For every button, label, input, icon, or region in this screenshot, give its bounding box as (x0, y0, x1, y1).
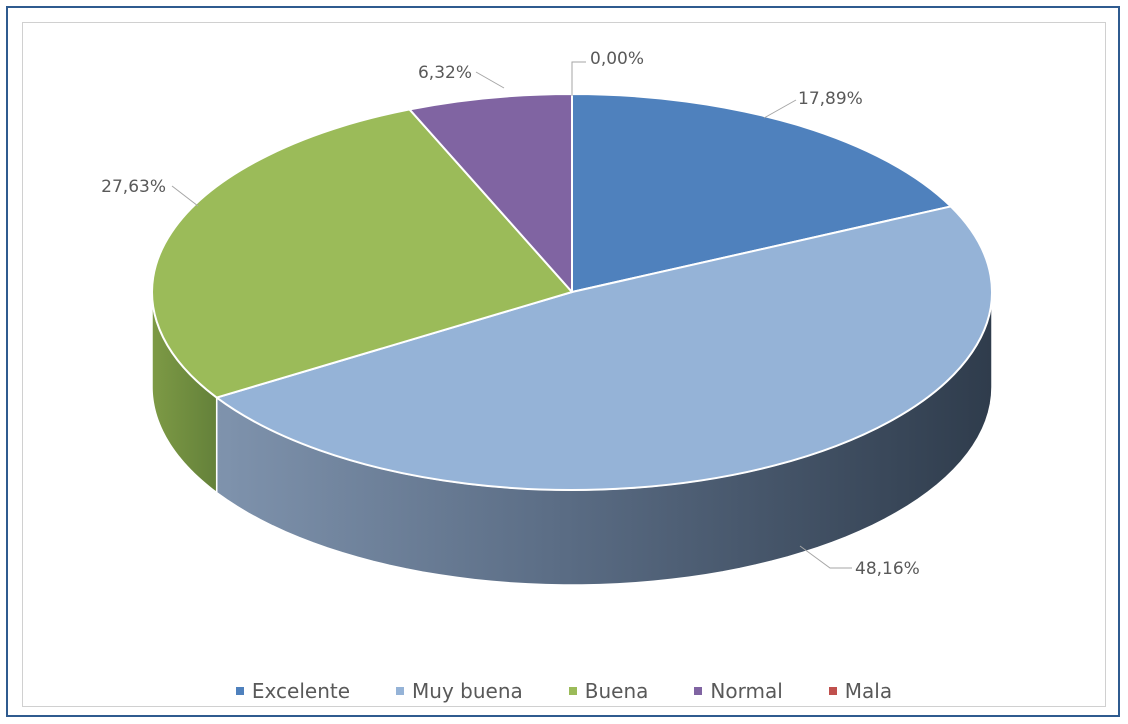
legend-label-muy-buena: Muy buena (412, 679, 523, 703)
legend-item-excelente[interactable]: Excelente (235, 679, 351, 703)
legend-swatch-excelente (235, 687, 244, 695)
leader-line-muy-buena (799, 545, 852, 569)
leader-line-buena (171, 185, 199, 207)
legend: Excelente Muy buena Buena Normal Mala (0, 676, 1128, 706)
legend-swatch-muy-buena (396, 687, 405, 695)
pie-slice-muy-buena[interactable] (215, 205, 993, 492)
legend-swatch-mala (828, 687, 837, 695)
legend-item-buena[interactable]: Buena (568, 679, 649, 703)
legend-swatch-buena (568, 687, 577, 695)
leader-line-excelente (763, 99, 797, 119)
legend-swatch-normal (694, 687, 703, 695)
pie-slice-buena[interactable] (151, 108, 573, 399)
legend-label-normal: Normal (710, 679, 783, 703)
legend-label-buena: Buena (584, 679, 649, 703)
data-label-normal: 6,32% (418, 63, 472, 83)
leader-line-normal (475, 71, 505, 89)
data-label-muy-buena: 48,16% (855, 559, 920, 579)
leader-line-mala (571, 61, 586, 96)
legend-label-excelente: Excelente (251, 679, 351, 703)
pie-slice-excelente[interactable] (571, 93, 952, 293)
legend-item-normal[interactable]: Normal (694, 679, 783, 703)
data-label-mala: 0,00% (590, 49, 644, 69)
legend-item-mala[interactable]: Mala (828, 679, 893, 703)
pie-slice-normal[interactable] (408, 93, 573, 293)
legend-item-muy-buena[interactable]: Muy buena (396, 679, 523, 703)
data-label-excelente: 17,89% (798, 89, 863, 109)
legend-label-mala: Mala (844, 679, 893, 703)
data-label-buena: 27,63% (101, 177, 166, 197)
